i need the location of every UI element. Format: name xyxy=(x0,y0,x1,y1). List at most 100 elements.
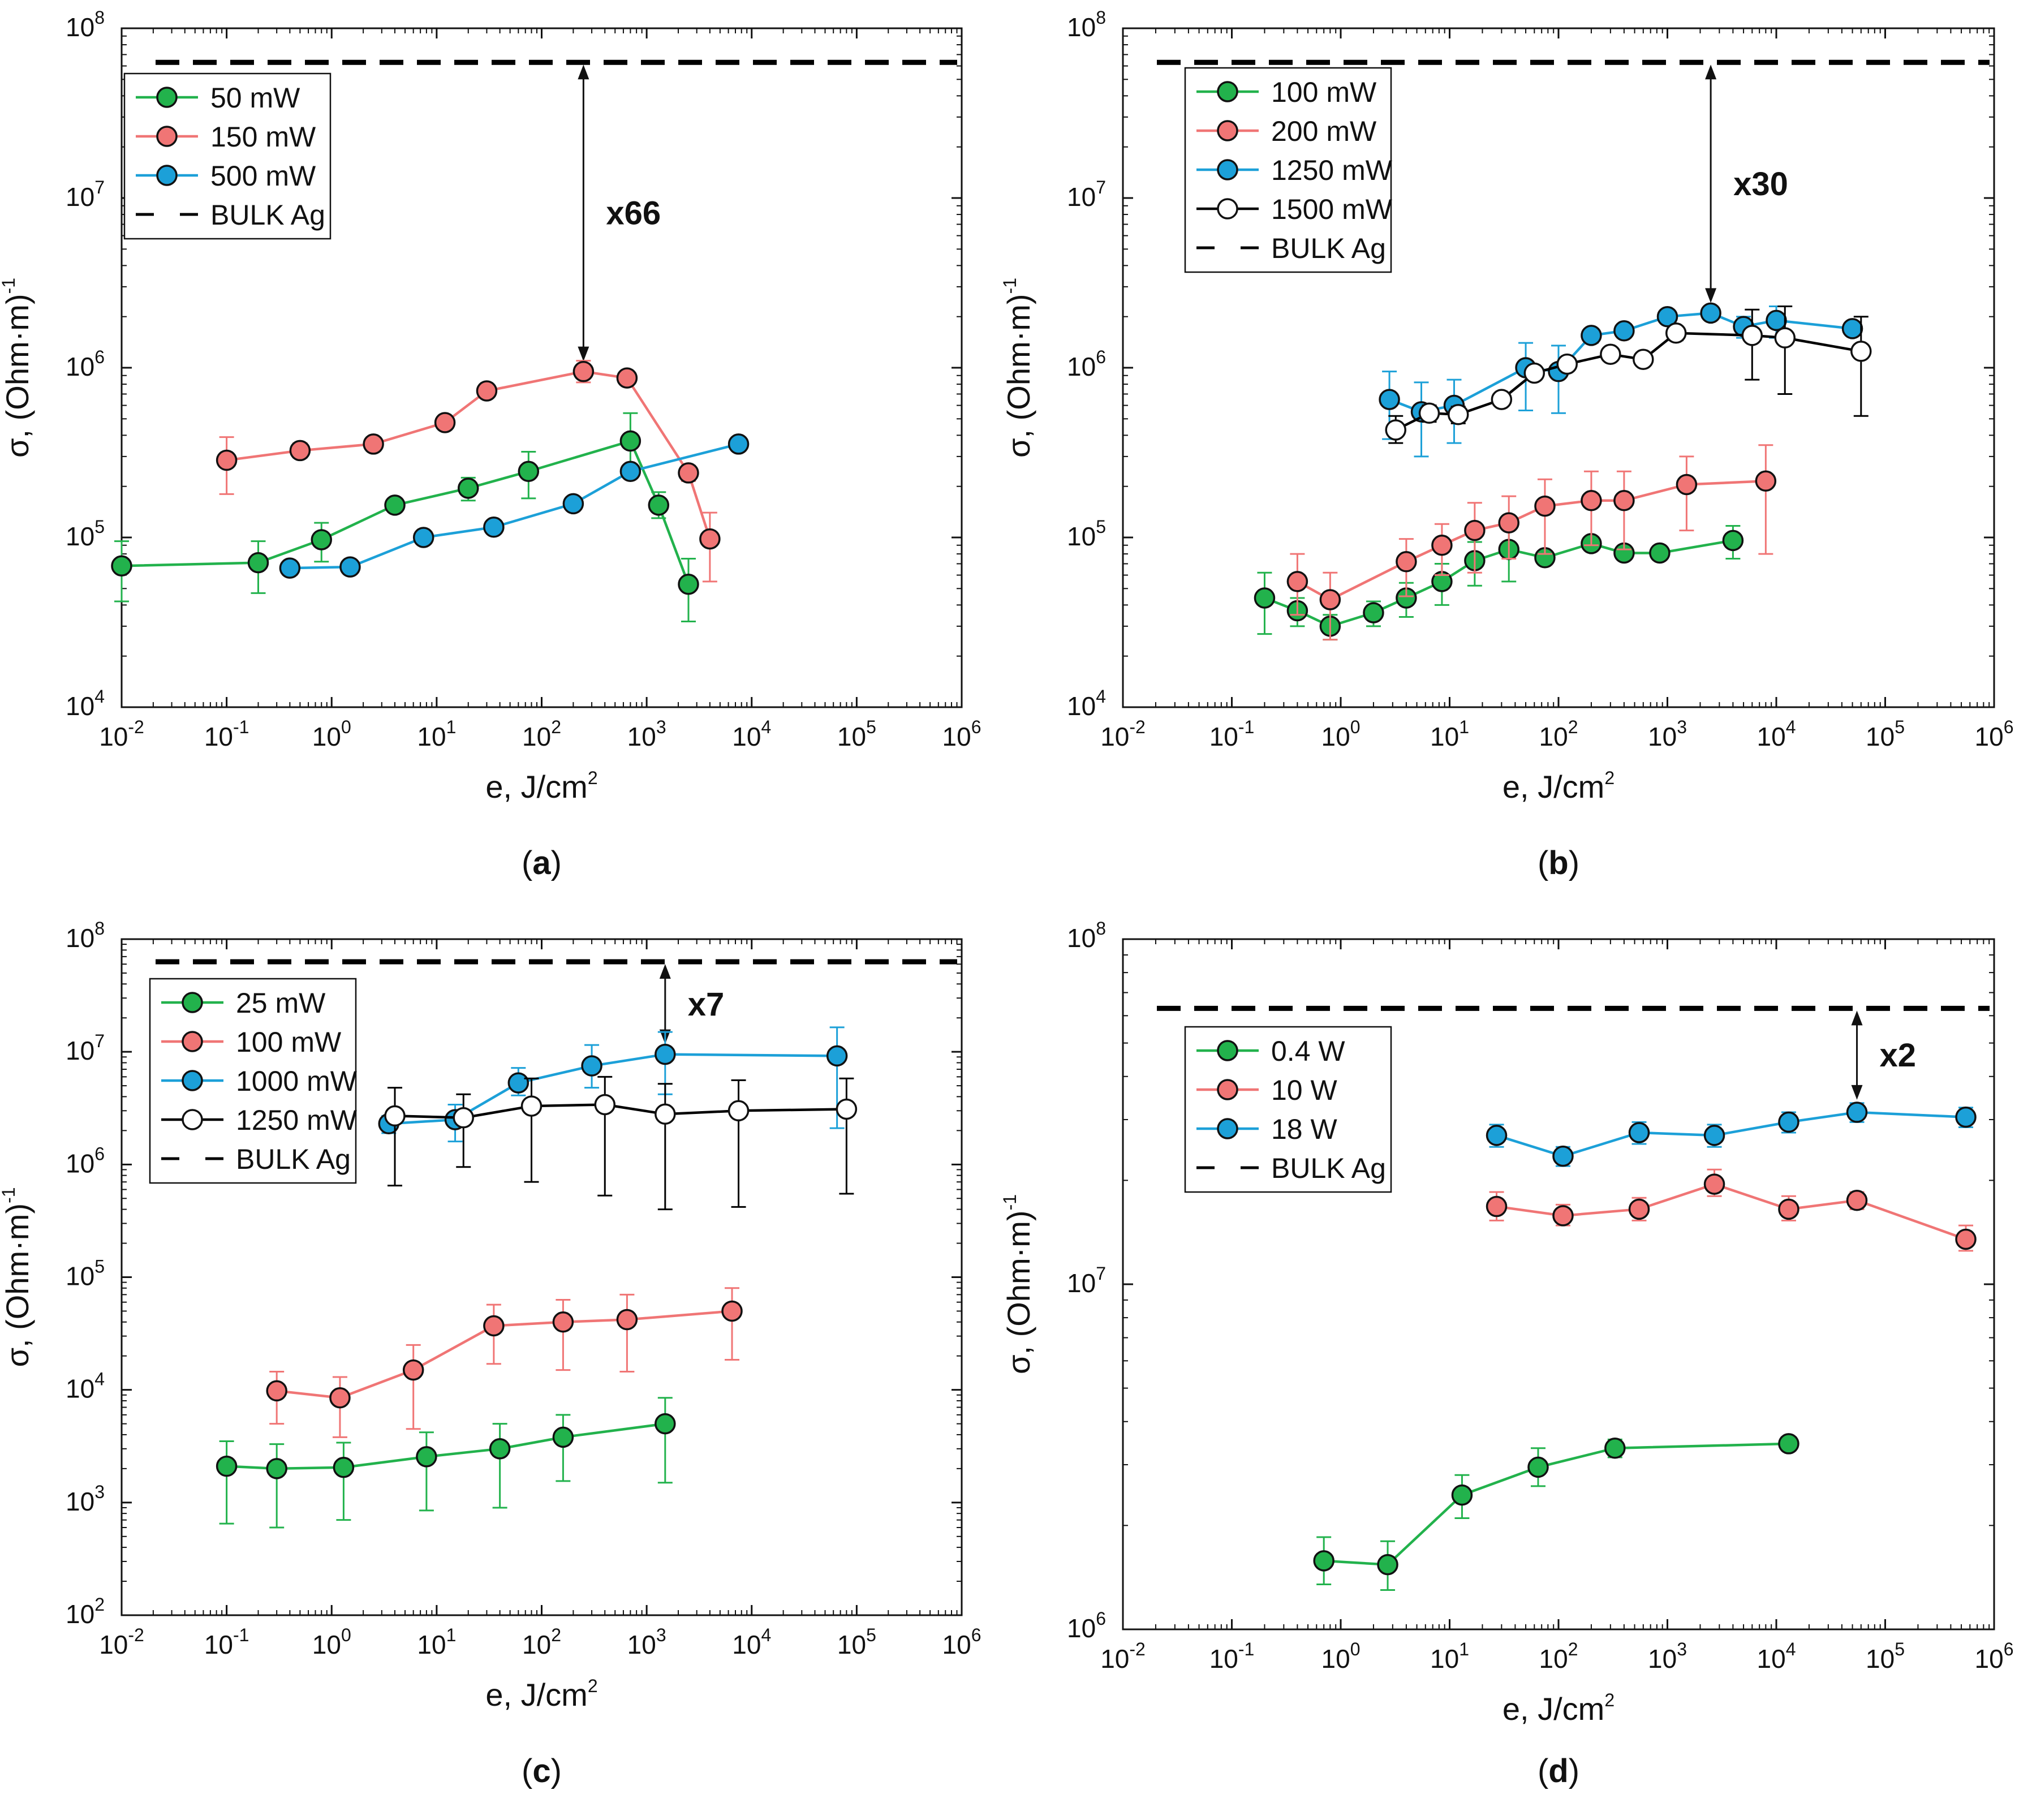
legend-marker xyxy=(1217,120,1238,141)
x-tick-base: 10 xyxy=(732,722,761,751)
x-tick-base: 10 xyxy=(312,1630,341,1659)
y-tick-base: 10 xyxy=(66,1036,94,1065)
data-point xyxy=(1722,530,1744,552)
data-point xyxy=(1613,320,1635,342)
panel-label-open: ( xyxy=(1538,845,1548,881)
y-axis-label-sup: -1 xyxy=(1000,1194,1020,1210)
x-tick-base: 10 xyxy=(1100,722,1129,751)
data-point xyxy=(489,1438,511,1460)
x-axis-label-sup: 2 xyxy=(1604,1690,1615,1710)
data-point xyxy=(1447,403,1469,425)
legend-label: 50 mW xyxy=(210,82,300,114)
panel-c: 10-2 10-1 100 101 102 103 104 105 10610210310410… xyxy=(0,918,981,1789)
x-tick-base: 10 xyxy=(417,722,446,751)
data-point xyxy=(1633,348,1654,370)
data-point xyxy=(1703,1125,1725,1146)
y-tick-label: 106 xyxy=(66,1143,105,1178)
x-tick-exp: 4 xyxy=(1786,717,1796,737)
y-tick-label: 105 xyxy=(66,517,105,551)
y-tick-exp: 8 xyxy=(1096,7,1106,28)
x-tick-base: 10 xyxy=(1209,1644,1238,1673)
data-point xyxy=(289,440,311,462)
legend-label: 10 W xyxy=(1271,1074,1338,1106)
legend: 25 mW 100 mW 1000 mW 1250 mW BULK Ag xyxy=(149,978,358,1184)
x-tick-label: 10-2 xyxy=(99,717,144,751)
x-tick-exp: 3 xyxy=(1677,717,1687,737)
series-50-mW xyxy=(111,412,699,622)
y-tick-label: 105 xyxy=(66,1257,105,1291)
x-tick-exp: 1 xyxy=(1459,1639,1469,1659)
legend-marker xyxy=(156,87,178,108)
x-tick-exp: -2 xyxy=(128,717,144,737)
annotation-arrow-head-bottom xyxy=(578,346,589,362)
y-tick-exp: 6 xyxy=(94,1143,105,1164)
data-point xyxy=(619,430,642,452)
data-point xyxy=(1486,1195,1508,1217)
x-tick-exp: 5 xyxy=(866,717,876,737)
data-point xyxy=(339,556,361,578)
panel-label: (a) xyxy=(522,845,562,881)
series-line xyxy=(290,442,739,570)
data-point xyxy=(581,1055,602,1077)
y-tick-exp: 4 xyxy=(94,1369,105,1389)
data-point xyxy=(1379,389,1400,410)
x-tick-label: 10-2 xyxy=(1100,1639,1146,1673)
data-point xyxy=(727,1100,750,1122)
x-tick-exp: -2 xyxy=(1129,717,1145,737)
panel-label-close: ) xyxy=(1569,845,1579,881)
x-tick-label: 105 xyxy=(837,1625,876,1659)
data-point xyxy=(1534,495,1556,517)
x-tick-base: 10 xyxy=(522,1630,551,1659)
series-line xyxy=(121,439,690,585)
x-tick-exp: 2 xyxy=(1568,717,1578,737)
x-tick-exp: 2 xyxy=(551,717,561,737)
series-200-mW xyxy=(1286,444,1777,641)
data-point xyxy=(1955,1228,1977,1250)
data-point xyxy=(1581,325,1602,346)
y-tick-exp: 7 xyxy=(94,1031,105,1051)
legend-label: 1250 mW xyxy=(1271,154,1393,186)
x-tick-label: 10-1 xyxy=(1209,1639,1255,1673)
y-tick-exp: 5 xyxy=(1096,517,1106,537)
y-axis-label-sup: -1 xyxy=(0,1187,19,1203)
x-tick-exp: 6 xyxy=(2004,717,2014,737)
data-point xyxy=(1778,1433,1799,1455)
data-point xyxy=(216,449,238,471)
x-tick-label: 103 xyxy=(627,1625,666,1659)
x-tick-base: 10 xyxy=(1321,722,1350,751)
series-1250-mW xyxy=(384,1075,858,1211)
data-point xyxy=(1604,1437,1626,1459)
data-point xyxy=(1363,602,1384,623)
data-point xyxy=(1850,341,1872,362)
data-point xyxy=(1286,571,1308,592)
data-point xyxy=(520,1095,543,1117)
data-point xyxy=(655,1043,676,1065)
panel-label-close: ) xyxy=(1569,1753,1579,1789)
panel-label-close: ) xyxy=(551,1753,562,1789)
x-tick-base: 10 xyxy=(1757,1644,1786,1673)
annotation-arrow-head-top xyxy=(578,64,589,80)
x-tick-exp: 3 xyxy=(1677,1639,1687,1659)
x-tick-label: 103 xyxy=(1648,1639,1687,1673)
x-tick-exp: 0 xyxy=(1350,1639,1361,1659)
x-tick-base: 10 xyxy=(1648,722,1677,751)
legend-label: 100 mW xyxy=(1271,76,1377,108)
y-tick-base: 10 xyxy=(1067,1614,1096,1643)
legend-marker xyxy=(156,165,178,186)
panel-a: 10-2 10-1 100 101 102 103 104 105 10610410510610… xyxy=(0,7,981,881)
data-point xyxy=(1778,1198,1799,1220)
annotation-arrow-head-bottom xyxy=(1851,1085,1863,1100)
data-point xyxy=(311,529,333,550)
data-point xyxy=(476,380,498,402)
series-500-mW xyxy=(279,433,750,579)
data-point xyxy=(329,1387,351,1409)
x-tick-exp: 6 xyxy=(971,717,981,737)
legend-bulk-label: BULK Ag xyxy=(1271,233,1386,264)
data-point xyxy=(721,1300,743,1322)
x-tick-label: 106 xyxy=(942,717,981,751)
x-tick-base: 10 xyxy=(732,1630,761,1659)
x-tick-label: 10-2 xyxy=(1100,717,1146,751)
panel-label-open: ( xyxy=(522,845,532,881)
data-point xyxy=(648,494,670,516)
x-tick-exp: 1 xyxy=(446,717,457,737)
